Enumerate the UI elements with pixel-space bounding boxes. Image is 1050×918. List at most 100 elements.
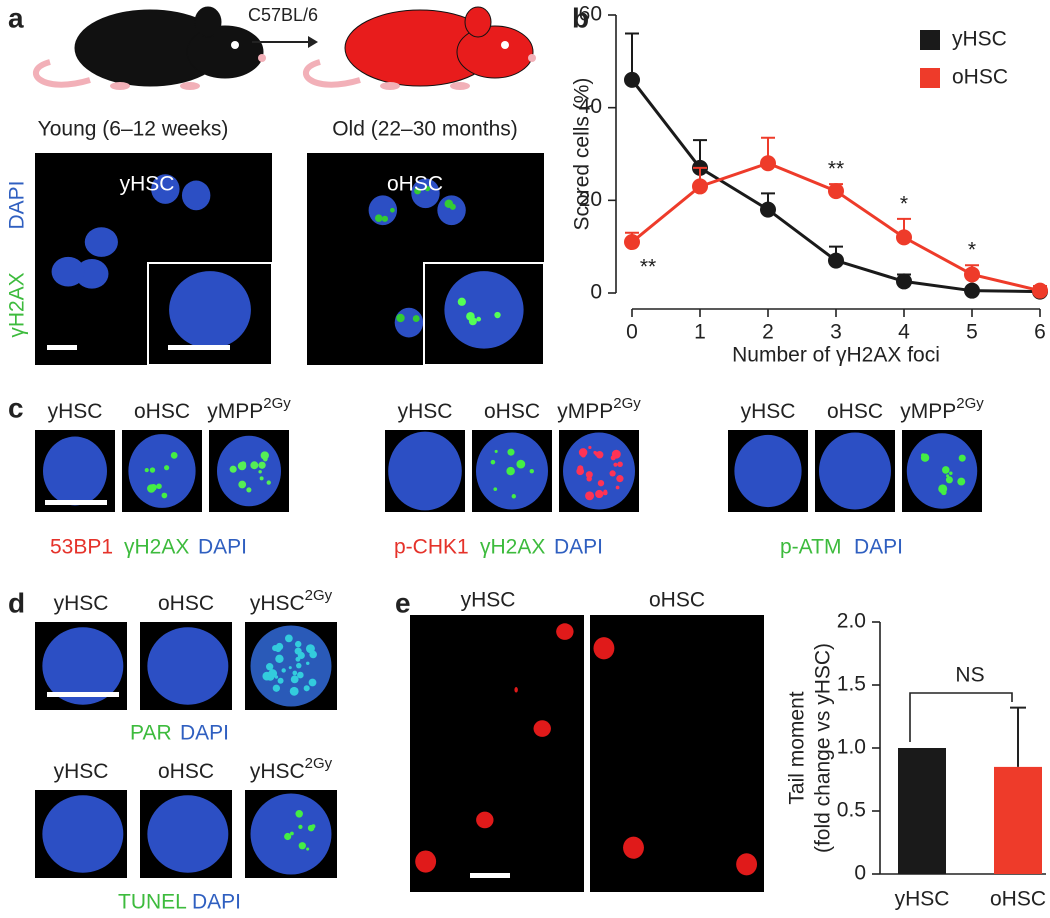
focus — [263, 672, 270, 679]
image-frame — [590, 615, 764, 892]
image-label: oHSC — [158, 760, 214, 783]
nucleus — [415, 850, 437, 873]
panel-label: c — [8, 392, 24, 423]
focus — [275, 654, 284, 663]
image-frame — [410, 615, 584, 892]
nucleus — [533, 720, 551, 737]
mouse-foot — [180, 82, 200, 90]
focus — [294, 640, 302, 648]
strain-label: C57BL/6 — [248, 5, 318, 25]
micrograph — [590, 615, 764, 892]
nucleus — [147, 795, 229, 873]
focus — [390, 207, 395, 213]
focus — [597, 479, 605, 487]
focus — [577, 465, 584, 472]
nucleus — [181, 180, 211, 211]
focus — [289, 686, 299, 696]
x-tick-label: oHSC — [990, 888, 1046, 911]
focus — [281, 668, 286, 673]
legend-label: oHSC — [952, 66, 1008, 89]
mouse-nose — [258, 54, 266, 62]
nucleus — [411, 178, 440, 209]
stain-label: 53BP1 — [50, 536, 113, 559]
label-text: oHSC — [827, 400, 883, 423]
mouse-head — [186, 25, 264, 79]
label-text: oHSC — [158, 592, 214, 615]
focus — [144, 468, 149, 473]
focus — [246, 487, 252, 493]
focus — [272, 684, 280, 692]
nucleus — [556, 623, 574, 640]
label-superscript: 2Gy — [305, 755, 333, 772]
nucleus — [147, 627, 229, 705]
y-tick-label: 20 — [579, 188, 602, 211]
stain-label: PAR — [130, 722, 172, 745]
focus — [414, 187, 421, 195]
focus — [449, 203, 456, 210]
micrograph — [35, 790, 127, 878]
focus — [945, 476, 953, 484]
focus — [229, 465, 237, 473]
x-axis-label: Number of γH2AX foci — [732, 344, 940, 367]
label-text: yHSC — [250, 760, 305, 783]
focus — [170, 451, 178, 459]
x-tick-label: 1 — [694, 321, 706, 344]
micrograph — [209, 430, 289, 512]
focus — [529, 469, 534, 474]
focus — [494, 311, 501, 319]
micrograph — [410, 615, 584, 892]
nucleus — [51, 256, 85, 287]
image-label: oHSC — [387, 173, 443, 196]
x-tick-label: 4 — [898, 321, 910, 344]
nucleus — [128, 434, 196, 508]
image-label: yHSC2Gy — [250, 755, 333, 783]
focus — [295, 656, 301, 662]
nucleus — [43, 436, 107, 506]
focus — [258, 461, 266, 469]
stain-label: TUNEL — [118, 891, 187, 914]
focus — [490, 459, 496, 465]
image-label: yHSC — [398, 400, 453, 423]
y-axis-label: Tail moment — [786, 691, 809, 804]
y-axis-label: Scored cells (%) — [571, 78, 594, 231]
focus — [374, 214, 383, 222]
focus — [288, 666, 292, 670]
micrograph — [245, 790, 337, 878]
label-text: yHSC — [48, 400, 103, 423]
scale-bar — [470, 873, 510, 878]
focus — [938, 484, 948, 494]
stain-label: DAPI — [192, 891, 241, 914]
y-tick-label: 60 — [579, 3, 602, 26]
data-point — [896, 229, 912, 246]
legend-swatch — [920, 68, 940, 88]
focus — [305, 644, 315, 654]
nucleus — [84, 227, 118, 257]
focus — [595, 451, 604, 459]
stain-label: p-CHK1 — [394, 536, 469, 559]
y-tick-label: 0 — [854, 862, 866, 885]
mouse-tail — [33, 59, 91, 88]
focus — [272, 644, 279, 652]
group-label: Old (22–30 months) — [332, 118, 518, 141]
focus — [305, 661, 310, 666]
focus — [424, 185, 431, 192]
focus — [617, 461, 623, 468]
nucleus — [437, 195, 466, 226]
error-bar — [1010, 706, 1026, 767]
data-point — [828, 183, 844, 200]
data-point — [1032, 282, 1048, 299]
image-label: yHSC — [54, 760, 109, 783]
focus — [381, 215, 389, 222]
y-tick-label: 1.5 — [837, 673, 866, 696]
label-superscript: 2Gy — [613, 395, 641, 412]
focus — [150, 484, 157, 491]
nucleus — [394, 307, 424, 338]
significance-label: * — [900, 192, 908, 215]
data-point — [760, 201, 776, 218]
data-point — [760, 155, 776, 172]
focus — [920, 453, 926, 458]
nucleus — [444, 271, 524, 349]
image-label: yHSC — [48, 400, 103, 423]
focus — [303, 685, 310, 692]
